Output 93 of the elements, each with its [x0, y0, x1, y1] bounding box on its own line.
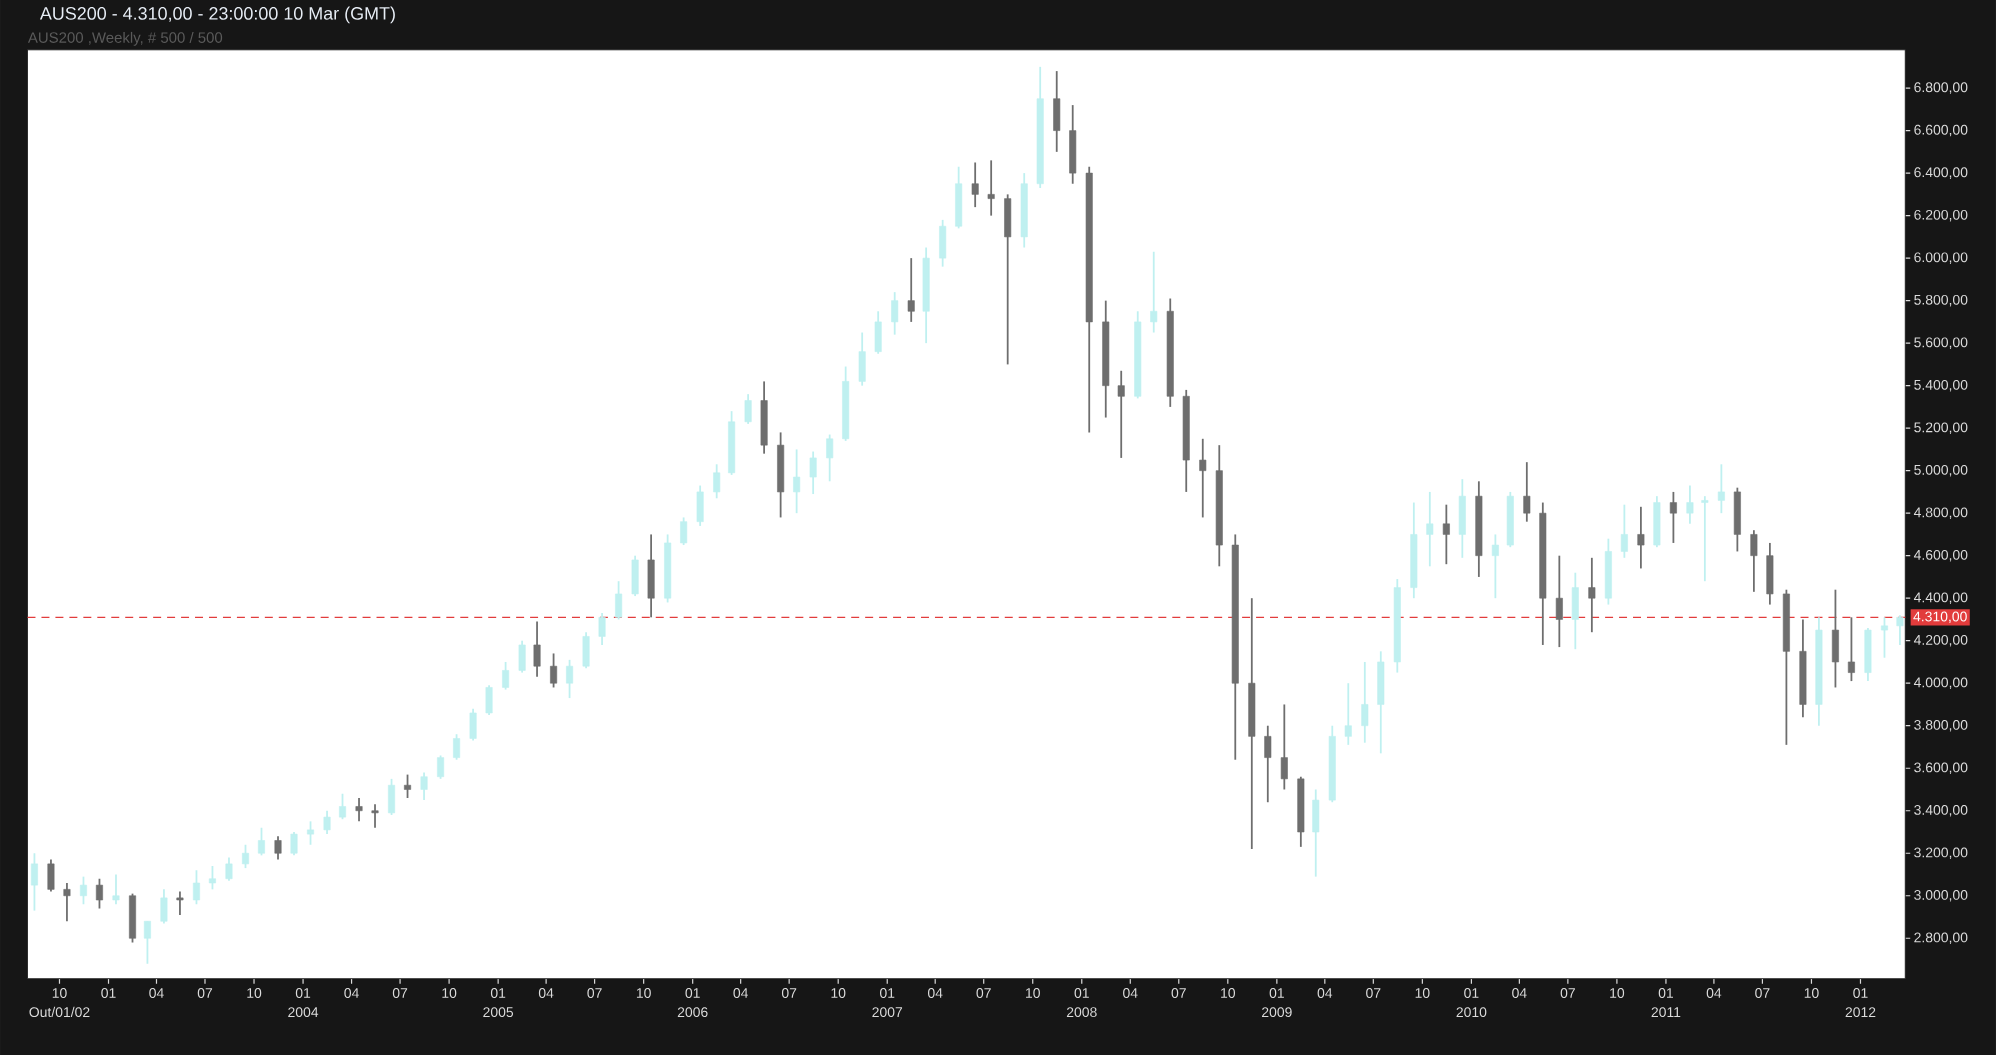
- candlestick: [1264, 725, 1272, 804]
- candlestick: [793, 448, 801, 515]
- candlestick: [502, 661, 510, 691]
- candlestick: [404, 774, 412, 800]
- candlestick: [1620, 504, 1628, 560]
- candlestick: [371, 803, 379, 830]
- candlestick: [469, 708, 477, 742]
- candlestick: [1361, 661, 1369, 745]
- candlestick: [1864, 627, 1872, 683]
- candlestick: [290, 831, 298, 857]
- candlestick: [112, 874, 120, 906]
- candlestick: [1896, 614, 1904, 647]
- candlestick: [323, 810, 331, 836]
- candlestick: [1344, 682, 1352, 747]
- candlestick: [1831, 589, 1839, 689]
- candlestick: [760, 380, 768, 456]
- candlestick: [987, 159, 995, 217]
- candlestick: [713, 463, 721, 500]
- candlestick: [242, 844, 249, 870]
- candlestick: [47, 859, 55, 893]
- candlestick: [874, 310, 882, 356]
- candlestick: [777, 431, 785, 519]
- candlestick: [1637, 506, 1645, 570]
- candlestick: [1377, 650, 1385, 755]
- candlestick: [485, 684, 493, 717]
- candlestick: [858, 332, 866, 388]
- candlestick: [208, 865, 216, 891]
- candlestick: [533, 621, 541, 679]
- candlestick: [1847, 616, 1855, 683]
- candlestick: [95, 878, 103, 910]
- candlestick: [388, 778, 396, 817]
- candlestick: [1701, 495, 1709, 583]
- candlestick: [453, 733, 461, 762]
- candlestick: [1442, 504, 1450, 566]
- candlestick: [1491, 534, 1499, 600]
- candlestick: [891, 291, 899, 337]
- candlestick: [826, 434, 834, 483]
- candlestick: [744, 393, 752, 426]
- candlestick: [129, 893, 136, 944]
- candlestick: [1555, 555, 1563, 649]
- candlestick: [160, 888, 168, 925]
- candlestick: [355, 797, 363, 823]
- candlestick: [631, 555, 639, 598]
- candlestick: [598, 612, 606, 647]
- candlestick: [696, 485, 704, 528]
- candlestick: [143, 920, 151, 966]
- candlestick: [566, 659, 574, 700]
- candlestick: [647, 534, 655, 619]
- candlestick: [225, 857, 233, 883]
- candlestick: [615, 580, 623, 621]
- candlestick: [1571, 572, 1579, 651]
- candlestick: [63, 882, 71, 923]
- candlestick: [1312, 789, 1320, 878]
- chart-title: AUS200 - 4.310,00 - 23:00:00 10 Mar (GMT): [39, 7, 395, 24]
- candlestick: [1766, 542, 1774, 606]
- candlestick: [907, 257, 915, 324]
- candlestick: [518, 640, 526, 674]
- candlestick: [307, 820, 315, 847]
- candlestick: [437, 755, 445, 781]
- candlestick: [1053, 70, 1061, 154]
- candlestick: [1117, 370, 1125, 460]
- candlestick: [1004, 193, 1012, 366]
- candlestick: [680, 517, 688, 547]
- candlestick: [1426, 491, 1434, 568]
- candlestick: [257, 827, 265, 857]
- candlestick: [955, 166, 963, 230]
- candlestick: [1069, 104, 1077, 186]
- candlestick: [1523, 461, 1531, 524]
- candlestick: [1280, 704, 1288, 791]
- candlestick: [939, 219, 947, 268]
- candlestick: [1150, 251, 1158, 334]
- candlestick: [1717, 463, 1725, 515]
- candlestick: [1604, 538, 1612, 606]
- candlestick: [420, 772, 428, 802]
- candlestick: [339, 793, 346, 821]
- candlestick: [1733, 487, 1741, 553]
- candlestick: [550, 653, 558, 689]
- candlestick: [192, 869, 200, 906]
- candlestick: [176, 891, 184, 917]
- candlestick: [1750, 529, 1758, 594]
- candlestick: [809, 451, 817, 496]
- candlestick: [971, 162, 979, 209]
- candlestick: [1880, 616, 1888, 660]
- candlestick: [1588, 557, 1596, 634]
- candlestick: [1653, 495, 1661, 549]
- candlestick: [1199, 438, 1207, 519]
- candlestick: [1669, 491, 1677, 545]
- candlestick: [79, 876, 87, 906]
- candlestick: [1458, 478, 1466, 560]
- candlestick: [274, 835, 282, 861]
- candlestick: [582, 631, 590, 670]
- candlestick: [30, 852, 38, 912]
- candlestick: [1686, 485, 1694, 526]
